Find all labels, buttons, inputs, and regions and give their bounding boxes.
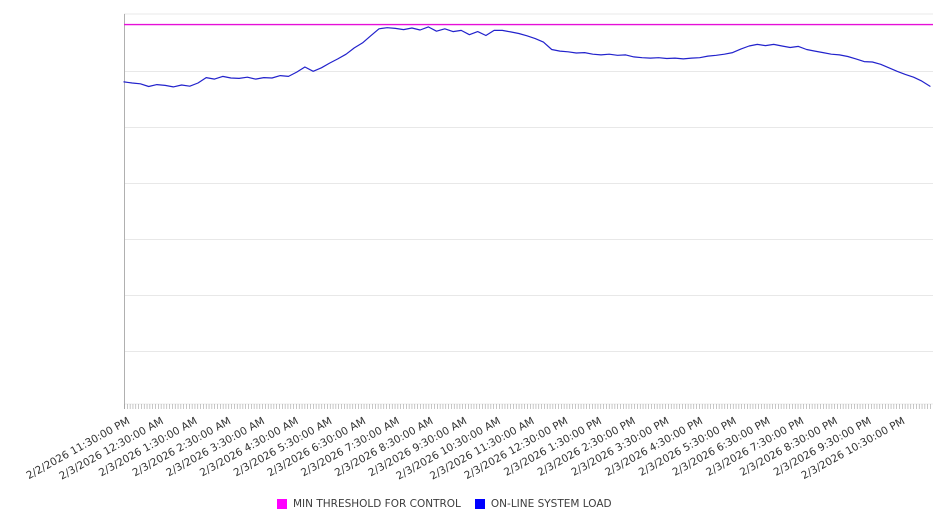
legend-item-min-threshold: MIN THRESHOLD FOR CONTROL bbox=[277, 498, 461, 510]
system-load-swatch bbox=[474, 499, 485, 509]
legend-item-system-load: ON-LINE SYSTEM LOAD bbox=[474, 498, 612, 510]
min-threshold-swatch bbox=[277, 499, 287, 509]
system-load-label: ON-LINE SYSTEM LOAD bbox=[490, 498, 612, 510]
chart-legend: MIN THRESHOLD FOR CONTROL ON-LINE SYSTEM… bbox=[277, 498, 612, 510]
min-threshold-label: MIN THRESHOLD FOR CONTROL bbox=[293, 498, 461, 510]
system-load-line bbox=[123, 26, 931, 88]
